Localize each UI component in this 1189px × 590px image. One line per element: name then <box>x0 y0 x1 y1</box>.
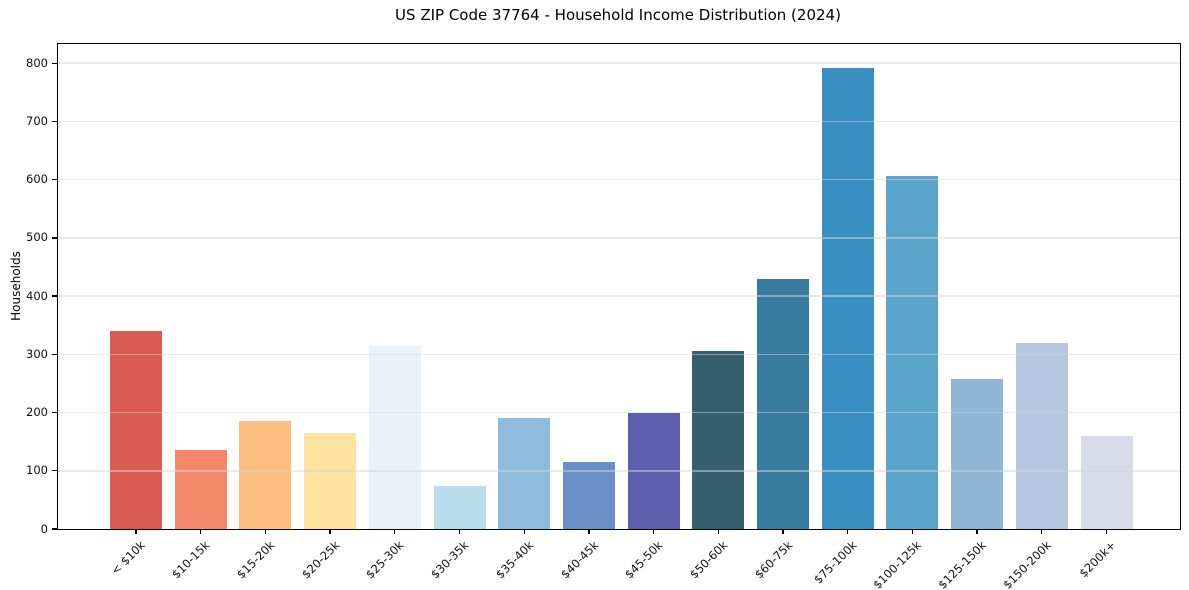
bar <box>1015 343 1068 529</box>
bar <box>886 176 939 529</box>
x-tick-mark <box>588 529 590 534</box>
x-tick-label: $25-30k <box>363 538 407 582</box>
x-tick-mark <box>976 529 978 534</box>
gridline <box>58 120 1180 123</box>
y-tick-mark <box>52 470 57 472</box>
x-tick-label: $75-100k <box>811 538 860 587</box>
bar <box>562 462 615 529</box>
gridline <box>58 353 1180 356</box>
y-tick-label: 800 <box>26 55 48 70</box>
gridline <box>58 178 1180 181</box>
y-tick-mark <box>52 120 57 123</box>
y-tick-mark <box>52 353 57 355</box>
y-axis-label: Households <box>9 251 23 321</box>
bar <box>174 449 227 529</box>
chart-title: US ZIP Code 37764 - Household Income Dis… <box>395 6 841 24</box>
bar <box>951 379 1004 529</box>
x-tick-label: $200k+ <box>1076 538 1119 581</box>
y-tick-label: 500 <box>26 230 48 245</box>
gridline <box>58 411 1180 414</box>
x-tick-mark <box>329 529 331 534</box>
plot-area: < $10k $10-15k $15-20k $20-25k $25-30k $30-35… <box>26 43 1181 590</box>
x-tick-mark <box>200 529 202 534</box>
y-tick-label: 600 <box>26 172 48 187</box>
x-tick-label: $35-40k <box>492 538 537 582</box>
bar <box>110 331 162 529</box>
x-tick-label: $45-50k <box>622 538 666 582</box>
gridline <box>58 470 1180 472</box>
bar <box>304 432 357 529</box>
bar <box>757 279 809 529</box>
x-tick-mark <box>717 529 719 534</box>
bar <box>433 485 486 529</box>
x-tick-mark <box>1041 529 1043 534</box>
x-tick-label: $10-15k <box>169 538 213 582</box>
y-tick-label: 400 <box>26 288 48 303</box>
y-tick-label: 100 <box>26 463 48 478</box>
bar <box>368 346 421 529</box>
y-tick-mark <box>52 411 57 414</box>
x-tick-mark <box>1105 529 1108 534</box>
gridline <box>58 237 1180 239</box>
x-tick-mark <box>652 529 655 534</box>
x-tick-label: $60-75k <box>751 538 795 582</box>
bar <box>692 351 745 529</box>
x-tick-mark <box>394 529 396 534</box>
x-tick-mark <box>458 529 461 534</box>
bar <box>239 420 292 529</box>
y-tick-mark <box>52 295 57 297</box>
x-tick-mark <box>847 529 849 534</box>
x-tick-label: $50-60k <box>686 538 731 582</box>
y-tick-label: 700 <box>26 113 48 128</box>
x-tick-label: $30-35k <box>427 538 472 582</box>
gridline <box>58 62 1180 64</box>
bar <box>1080 436 1133 529</box>
y-tick-label: 200 <box>26 405 48 420</box>
bar <box>498 417 551 529</box>
y-tick-mark <box>52 179 57 181</box>
y-tick-mark <box>52 528 57 530</box>
x-tick-label: $20-25k <box>298 538 343 582</box>
x-tick-mark <box>523 529 525 534</box>
x-tick-mark <box>911 529 914 534</box>
bar <box>821 67 874 529</box>
x-tick-label: $40-45k <box>557 538 601 582</box>
x-tick-label: $125-150k <box>935 538 990 590</box>
y-tick-mark <box>52 62 57 64</box>
x-tick-label: $150-200k <box>999 538 1054 590</box>
x-tick-mark <box>135 529 137 534</box>
y-tick-label: 300 <box>26 346 48 361</box>
y-tick-label: 0 <box>40 521 48 536</box>
x-tick-label: $15-20k <box>233 538 278 582</box>
x-tick-label: $100-125k <box>870 538 925 590</box>
gridline <box>58 295 1180 297</box>
x-tick-mark <box>264 529 267 534</box>
x-tick-label: < $10k <box>108 538 148 578</box>
y-tick-mark <box>52 237 57 239</box>
x-tick-mark <box>782 529 784 534</box>
